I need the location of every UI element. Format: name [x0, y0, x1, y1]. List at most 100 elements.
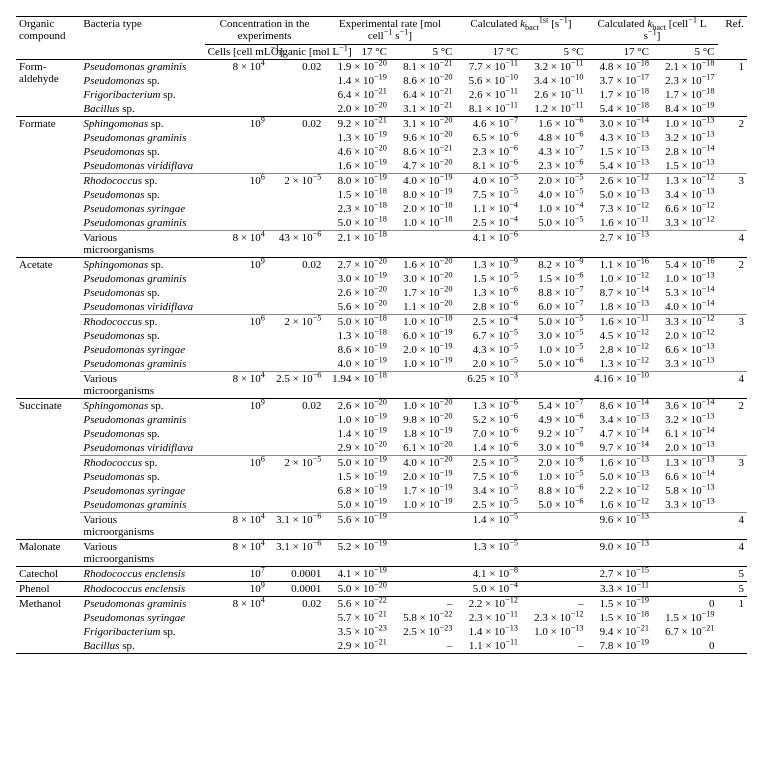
bacteria-cell: Pseudomonas viridiflava — [80, 159, 204, 174]
col-kbact: Calculated kbact [cell−1 L s−1] — [587, 17, 718, 45]
k1st17-cell: 4.1 × 10−6 — [455, 231, 521, 258]
table-row: Bacillus sp.2.0 × 10−203.1 × 10−218.1 × … — [16, 102, 747, 117]
col-conc: Concentration in the experiments — [205, 17, 325, 45]
k1st5-cell — [521, 231, 587, 258]
cells-cell: 8 × 104 — [205, 540, 268, 567]
cells-cell: 8 × 104 — [205, 231, 268, 258]
org-cell: 0.02 — [268, 597, 325, 654]
kbact5-cell — [652, 231, 718, 258]
k1st17-cell: 2.5 × 10−4 — [455, 216, 521, 231]
kbact5-cell — [652, 513, 718, 540]
rate5-cell — [390, 582, 456, 597]
kbact5-cell: 8.4 × 10−19 — [652, 102, 718, 117]
rate5-cell — [390, 231, 456, 258]
kbact17-cell: 1.8 × 10−13 — [587, 300, 653, 315]
bacteria-cell: Pseudomonas viridiflava — [80, 441, 204, 456]
compound-cell: Form-aldehyde — [16, 60, 80, 117]
org-cell: 2 × 10−5 — [268, 456, 325, 513]
bacteria-cell: Sphingomonas sp. — [80, 399, 204, 414]
k1st17-cell: 5.0 × 10−4 — [455, 582, 521, 597]
rate5-cell: 1.0 × 10−19 — [390, 357, 456, 372]
rate17-cell: 5.0 × 10−20 — [324, 582, 390, 597]
bacteria-cell: Pseudomonas sp. — [80, 188, 204, 202]
bacteria-cell: Pseudomonas syringae — [80, 343, 204, 357]
kbact17-cell: 9.6 × 10−13 — [587, 513, 653, 540]
col-k1st: Calculated kbact1st [s−1] — [455, 17, 586, 45]
k1st5-cell: 6.0 × 10−7 — [521, 300, 587, 315]
bacteria-cell: Rhodococcus enclensis — [80, 582, 204, 597]
bacteria-cell: Frigoribacterium sp. — [80, 625, 204, 639]
table-row: Variousmicroorganisms8 × 1043.1 × 10−65.… — [16, 513, 747, 540]
compound-cell: Formate — [16, 117, 80, 258]
kbact5-cell: 0 — [652, 639, 718, 654]
rate5-cell — [390, 513, 456, 540]
k1st17-cell: 1.4 × 10−6 — [455, 441, 521, 456]
kbact17-cell: 4.16 × 10−10 — [587, 372, 653, 399]
col-bacteria: Bacteria type — [80, 17, 204, 60]
bacteria-cell: Variousmicroorganisms — [80, 372, 204, 399]
col-exprate: Experimental rate [mol cell−1 s−1] — [324, 17, 455, 45]
org-cell: 0.02 — [268, 258, 325, 315]
bacteria-cell: Pseudomonas sp. — [80, 427, 204, 441]
rate5-cell: 4.7 × 10−20 — [390, 159, 456, 174]
table-row: Pseudomonas viridiflava 1.6 × 10−194.7 × … — [16, 159, 747, 174]
table-body: Form-aldehydePseudomonas graminis8 × 104… — [16, 60, 747, 655]
k1st17-cell: 2.8 × 10−6 — [455, 300, 521, 315]
cells-cell: 109 — [205, 258, 268, 315]
table-row: Variousmicroorganisms8 × 1042.5 × 10−61.… — [16, 372, 747, 399]
compound-cell: Catechol — [16, 567, 80, 582]
kbact17-cell: 3.3 × 10−11 — [587, 582, 653, 597]
bacteria-cell: Pseudomonas sp. — [80, 329, 204, 343]
rate17-cell: 1.6 × 10−19 — [324, 159, 390, 174]
cells-cell: 109 — [205, 399, 268, 456]
bacteria-cell: Pseudomonas graminis — [80, 413, 204, 427]
k1st5-cell: 5.0 × 10−6 — [521, 498, 587, 513]
bacteria-cell: Pseudomonas syringae — [80, 202, 204, 216]
k1st5-cell — [521, 567, 587, 582]
org-cell: 3.1 × 10−6 — [268, 513, 325, 540]
k1st5-cell — [521, 372, 587, 399]
kbact5-cell — [652, 372, 718, 399]
table-header: Organic compound Bacteria type Concentra… — [16, 17, 747, 60]
rate17-cell: 4.0 × 10−19 — [324, 357, 390, 372]
bacteria-cell: Bacillus sp. — [80, 639, 204, 654]
k1st5-cell: 5.0 × 10−5 — [521, 216, 587, 231]
kbact17-cell: 1.3 × 10−12 — [587, 357, 653, 372]
bacteria-cell: Pseudomonas syringae — [80, 611, 204, 625]
cells-cell: 109 — [205, 582, 268, 597]
kbact17-cell: 5.4 × 10−18 — [587, 102, 653, 117]
cells-cell: 8 × 104 — [205, 597, 268, 654]
bacteria-cell: Pseudomonas graminis — [80, 216, 204, 231]
ref-cell: 2 — [718, 258, 747, 315]
kbact17-cell: 7.8 × 10−19 — [587, 639, 653, 654]
rate17-cell: 1.94 × 10−18 — [324, 372, 390, 399]
k1st17-cell: 2.0 × 10−5 — [455, 357, 521, 372]
rate17-cell: 4.1 × 10−19 — [324, 567, 390, 582]
rate17-cell: 2.0 × 10−20 — [324, 102, 390, 117]
rate5-cell: – — [390, 639, 456, 654]
bacteria-cell: Sphingomonas sp. — [80, 117, 204, 132]
kbact17-cell: 1.6 × 10−11 — [587, 216, 653, 231]
bacteria-cell: Pseudomonas syringae — [80, 484, 204, 498]
rate17-cell: 2.9 × 10−20 — [324, 441, 390, 456]
k1st5-cell: 3.0 × 10−6 — [521, 441, 587, 456]
k1st5-cell: 5.0 × 10−6 — [521, 357, 587, 372]
compound-cell: Acetate — [16, 258, 80, 399]
bacteria-cell: Pseudomonas graminis — [80, 131, 204, 145]
rate5-cell: 1.1 × 10−20 — [390, 300, 456, 315]
k1st17-cell: 2.5 × 10−5 — [455, 498, 521, 513]
kbact5-cell: 2.0 × 10−13 — [652, 441, 718, 456]
table-row: PhenolRhodococcus enclensis1090.00015.0 … — [16, 582, 747, 597]
bacteria-cell: Pseudomonas graminis — [80, 272, 204, 286]
k1st5-cell: 1.0 × 10−13 — [521, 625, 587, 639]
ref-cell: 3 — [718, 456, 747, 513]
k1st17-cell: 6.25 × 10−3 — [455, 372, 521, 399]
kbact5-cell: 3.3 × 10−12 — [652, 216, 718, 231]
org-cell: 43 × 10−6 — [268, 231, 325, 258]
col-cells: Cells [cell mL−1] — [205, 45, 268, 60]
bacteria-cell: Bacillus sp. — [80, 102, 204, 117]
ref-cell: 2 — [718, 117, 747, 174]
compound-cell: Phenol — [16, 582, 80, 597]
rate17-cell: 2.1 × 10−18 — [324, 231, 390, 258]
ref-cell: 4 — [718, 372, 747, 399]
